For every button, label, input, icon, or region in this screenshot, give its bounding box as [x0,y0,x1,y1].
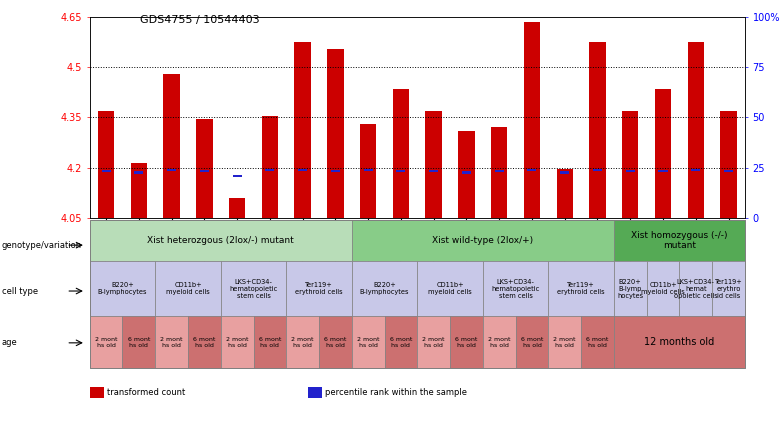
Bar [654,89,671,218]
Bar [720,111,736,218]
Bar [101,170,111,172]
Text: B220+
B-lymp
hocytes: B220+ B-lymp hocytes [617,279,644,299]
Bar [298,169,307,171]
Text: LKS+CD34-
hematopoietic
stem cells: LKS+CD34- hematopoietic stem cells [229,279,278,299]
Bar [425,111,441,218]
Bar [261,116,278,218]
Text: 2 mont
hs old: 2 mont hs old [423,337,445,348]
Text: 2 mont
hs old: 2 mont hs old [292,337,314,348]
Text: Ter119+
erythro
id cells: Ter119+ erythro id cells [714,279,743,299]
Text: LKS+CD34-
hematopoietic
stem cells: LKS+CD34- hematopoietic stem cells [491,279,540,299]
Text: Xist homozygous (-/-)
mutant: Xist homozygous (-/-) mutant [631,231,728,250]
Bar [724,170,733,172]
Bar [265,169,275,171]
Bar [495,170,504,172]
Bar [626,170,635,172]
Bar [527,169,537,171]
Bar [396,170,406,172]
Text: cell type: cell type [2,286,37,296]
Text: 2 mont
hs old: 2 mont hs old [226,337,248,348]
Bar [523,22,540,218]
Text: 6 mont
hs old: 6 mont hs old [587,337,608,348]
Bar [134,171,144,174]
Text: genotype/variation: genotype/variation [2,241,82,250]
Bar [98,111,114,218]
Bar [622,111,638,218]
Bar [294,42,310,218]
Bar [392,89,409,218]
Text: 12 months old: 12 months old [644,337,714,347]
Text: 2 mont
hs old: 2 mont hs old [95,337,117,348]
Text: Xist heterozgous (2lox/-) mutant: Xist heterozgous (2lox/-) mutant [147,236,294,245]
Text: LKS+CD34-
hemat
opoietic cells: LKS+CD34- hemat opoietic cells [674,279,718,299]
Text: 2 mont
hs old: 2 mont hs old [488,337,510,348]
Text: B220+
B-lymphocytes: B220+ B-lymphocytes [98,282,147,295]
Bar [560,171,569,174]
Text: Ter119+
erythroid cells: Ter119+ erythroid cells [295,282,343,295]
Bar [200,170,209,172]
Bar [429,170,438,172]
Bar [167,169,176,171]
Text: 6 mont
hs old: 6 mont hs old [390,337,412,348]
Bar [593,169,602,171]
Text: 6 mont
hs old: 6 mont hs old [521,337,543,348]
Bar [556,169,573,218]
Text: transformed count: transformed count [107,387,185,397]
Bar [331,170,340,172]
Bar [658,170,668,172]
Bar [491,127,507,218]
Bar [163,74,179,218]
Text: 2 mont
hs old: 2 mont hs old [357,337,379,348]
Text: 2 mont
hs old: 2 mont hs old [554,337,576,348]
Text: 6 mont
hs old: 6 mont hs old [193,337,215,348]
Text: CD11b+
myeloid cells: CD11b+ myeloid cells [641,282,685,295]
Text: 6 mont
hs old: 6 mont hs old [259,337,281,348]
Bar [232,175,242,177]
Text: GDS4755 / 10544403: GDS4755 / 10544403 [140,15,260,25]
Bar [589,42,605,218]
Text: 6 mont
hs old: 6 mont hs old [456,337,477,348]
Bar [196,119,212,218]
Text: age: age [2,338,17,347]
Bar [363,169,373,171]
Text: percentile rank within the sample: percentile rank within the sample [325,387,467,397]
Text: CD11b+
myeloid cells: CD11b+ myeloid cells [166,282,210,295]
Text: B220+
B-lymphocytes: B220+ B-lymphocytes [360,282,410,295]
Bar [458,131,474,218]
Bar [130,162,147,218]
Text: 6 mont
hs old: 6 mont hs old [128,337,150,348]
Bar [327,49,343,218]
Text: Xist wild-type (2lox/+): Xist wild-type (2lox/+) [432,236,534,245]
Bar [687,42,704,218]
Bar [691,169,700,171]
Bar [229,198,245,218]
Text: CD11b+
myeloid cells: CD11b+ myeloid cells [428,282,472,295]
Bar [360,124,376,218]
Text: 2 mont
hs old: 2 mont hs old [161,337,183,348]
Bar [462,171,471,174]
Text: 6 mont
hs old: 6 mont hs old [324,337,346,348]
Text: Ter119+
erythroid cells: Ter119+ erythroid cells [557,282,605,295]
